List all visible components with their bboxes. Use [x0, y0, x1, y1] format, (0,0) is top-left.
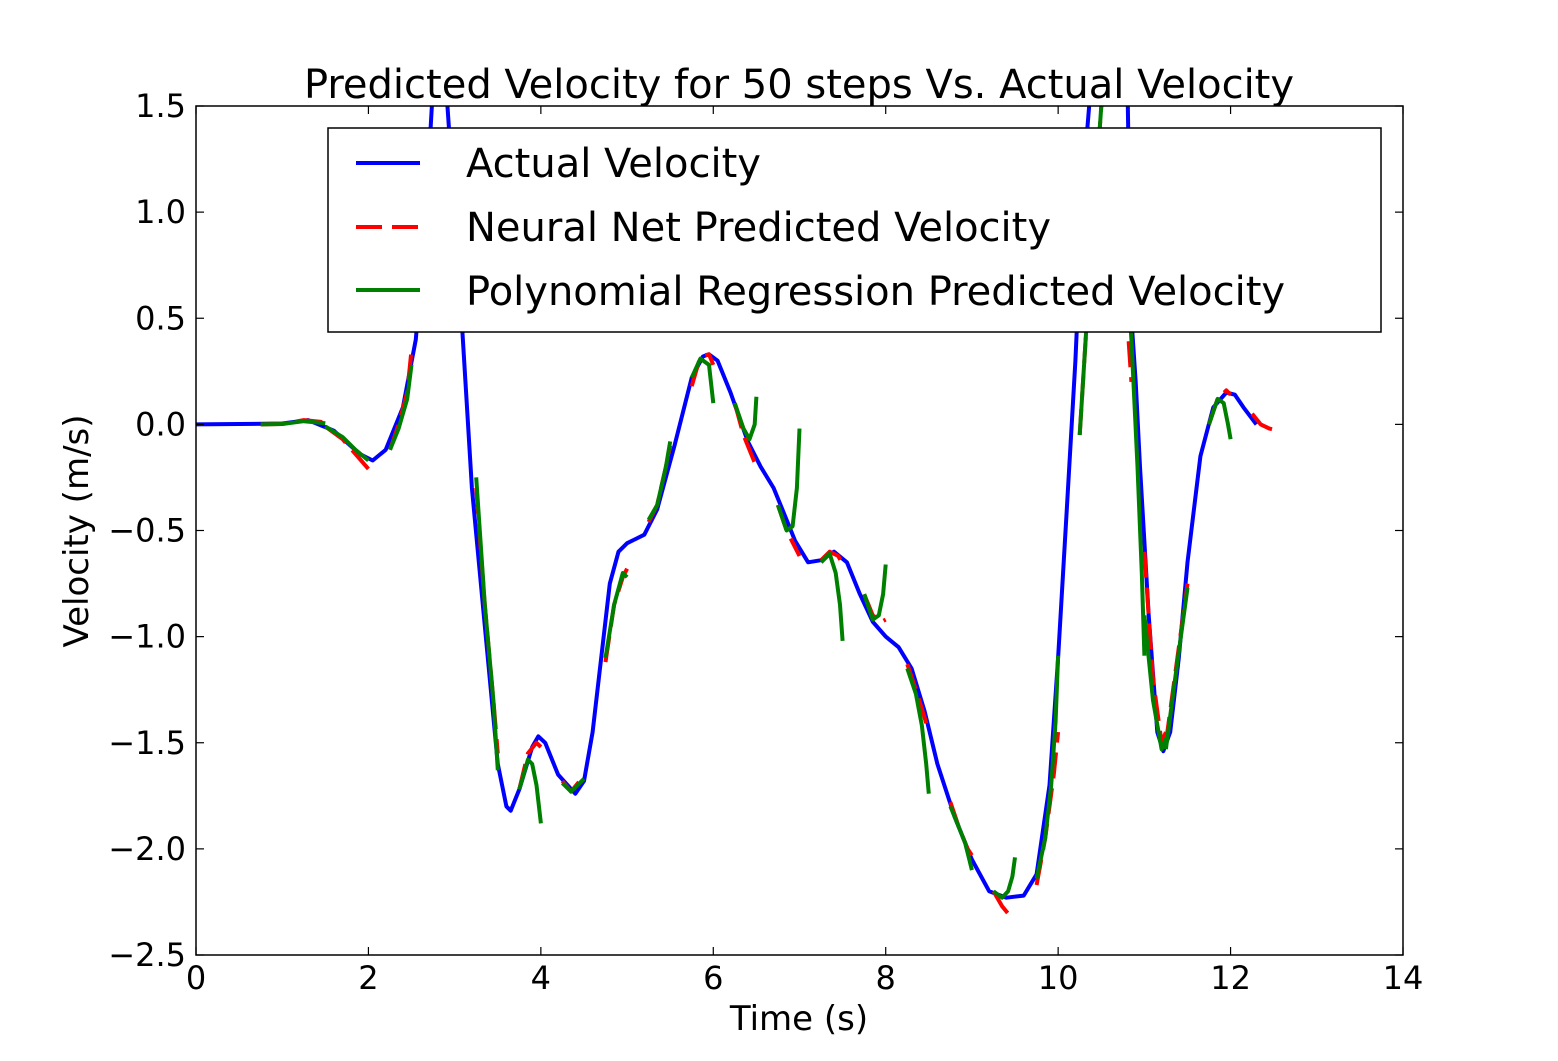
- y-tick-label: 0.0: [135, 405, 186, 443]
- series-polynomial-regression-predicted-velocity-segment-19: [1142, 615, 1168, 752]
- y-tick-label: −2.5: [108, 936, 186, 974]
- x-tick-label: 2: [358, 959, 378, 997]
- series-polynomial-regression-predicted-velocity-segment-4: [517, 757, 543, 824]
- series-polynomial-regression-predicted-velocity-segment-16: [1034, 655, 1061, 880]
- legend-label-polynomial: Polynomial Regression Predicted Velocity: [466, 269, 1285, 315]
- series-polynomial-regression-predicted-velocity-segment-11: [819, 551, 845, 642]
- series-polynomial-regression-predicted-velocity-segment-12: [862, 564, 888, 622]
- series-polynomial-regression-predicted-velocity-segment-1: [324, 424, 370, 463]
- series-polynomial-regression-predicted-velocity-segment-20: [1163, 587, 1190, 750]
- series-polynomial-regression-predicted-velocity-segment-10: [776, 428, 802, 533]
- y-tick-label: 1.5: [135, 87, 186, 125]
- x-tick-label: 8: [876, 959, 896, 997]
- series-neural-net-predicted-velocity-segment-19: [1142, 551, 1168, 745]
- x-tick-label: 12: [1210, 959, 1251, 997]
- y-tick-label: 0.5: [135, 299, 186, 337]
- y-tick-label: −0.5: [108, 512, 186, 550]
- x-tick-label: 10: [1038, 959, 1079, 997]
- y-tick-label: −1.0: [108, 618, 186, 656]
- series-polynomial-regression-predicted-velocity-segment-14: [948, 805, 974, 871]
- x-tick-label: 4: [531, 959, 551, 997]
- series-polynomial-regression-predicted-velocity-segment-13: [905, 667, 931, 794]
- legend: Actual Velocity Neural Net Predicted Vel…: [327, 127, 1382, 333]
- x-axis-label: Time (s): [729, 999, 868, 1039]
- series-polynomial-regression-predicted-velocity-segment-21: [1207, 396, 1233, 440]
- y-tick-label: −2.0: [108, 830, 186, 868]
- series-polynomial-regression-predicted-velocity-segment-7: [646, 441, 673, 521]
- legend-box: [327, 127, 1382, 333]
- legend-label-neural-net: Neural Net Predicted Velocity: [466, 205, 1051, 251]
- chart-title: Predicted Velocity for 50 steps Vs. Actu…: [304, 62, 1294, 108]
- series-polynomial-regression-predicted-velocity-segment-9: [732, 396, 759, 442]
- y-tick-label: 1.0: [135, 193, 186, 231]
- y-tick-label: −1.5: [108, 724, 186, 762]
- legend-label-actual: Actual Velocity: [466, 141, 761, 187]
- series-polynomial-regression-predicted-velocity-segment-15: [992, 857, 1017, 900]
- series-polynomial-regression-predicted-velocity-segment-3: [474, 477, 500, 771]
- x-tick-label: 0: [186, 959, 206, 997]
- series-polynomial-regression-predicted-velocity-segment-2: [388, 364, 414, 451]
- series-polynomial-regression-predicted-velocity-segment-5: [560, 777, 586, 794]
- series-layer: [196, 106, 1279, 921]
- series-polynomial-regression-predicted-velocity-segment-8: [689, 356, 716, 404]
- x-tick-label: 14: [1383, 959, 1424, 997]
- series-neural-net-predicted-velocity-segment-15: [991, 890, 1016, 921]
- series-neural-net-predicted-velocity-segment-22: [1250, 412, 1279, 433]
- tick-layer: 0 2 4 6 8 10 12 14 1.5 1.0 0.5 0.0 −0.5 −1.0 −1.5 −2.0 −…: [108, 87, 1423, 997]
- series-polynomial-regression-predicted-velocity-segment-6: [603, 571, 629, 659]
- x-tick-label: 6: [703, 959, 723, 997]
- series-polynomial-regression-predicted-velocity-segment-0: [260, 419, 326, 427]
- y-axis-label: Velocity (m/s): [57, 414, 97, 647]
